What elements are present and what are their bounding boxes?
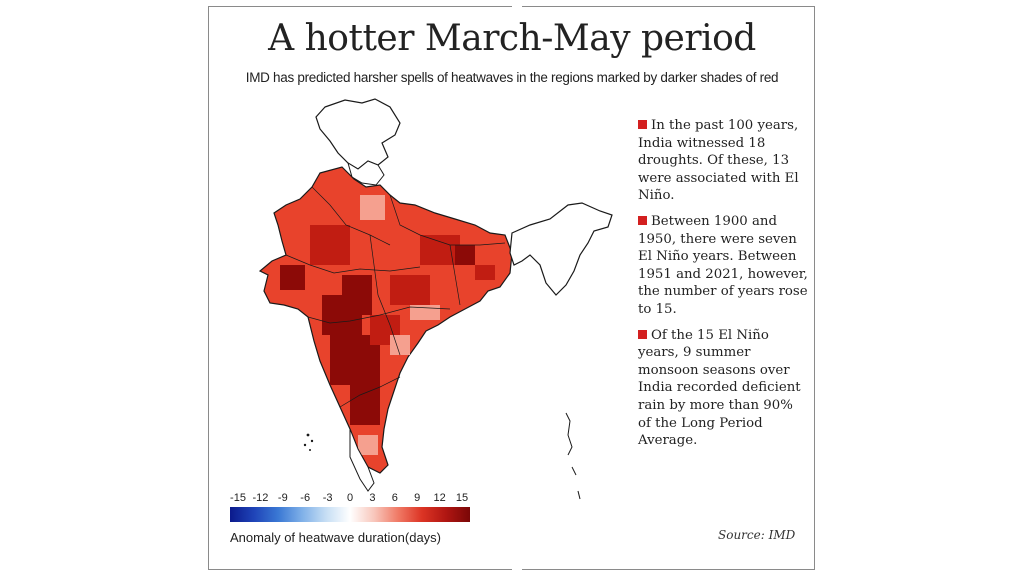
map-north-region xyxy=(315,98,401,170)
legend-ticks: -15 -12 -9 -6 -3 0 3 6 9 12 15 xyxy=(228,492,473,506)
note-text: Of the 15 El Niño years, 9 summer monsoo… xyxy=(638,327,801,449)
color-legend: -15 -12 -9 -6 -3 0 3 6 9 12 15 Anomaly of heatwave… xyxy=(228,492,473,548)
legend-tick-label: 6 xyxy=(391,492,398,504)
note-item: In the past 100 years, India witnessed 1… xyxy=(638,117,808,205)
red-bullet-icon xyxy=(638,215,647,225)
red-bullet-icon xyxy=(638,120,647,129)
state-boundaries xyxy=(285,186,506,408)
note-item: Of the 15 El Niño years, 9 summer monsoo… xyxy=(638,327,808,450)
page-subtitle: IMD has predicted harsher spells of heat… xyxy=(245,70,779,85)
legend-label: Anomaly of heatwave duration(days) xyxy=(230,530,442,545)
andaman-nicobar-islands xyxy=(565,412,581,500)
lakshadweep-islands xyxy=(303,433,314,451)
legend-tick-label: 9 xyxy=(414,492,421,504)
page-title: A hotter March-May period xyxy=(268,18,756,59)
panel-gap xyxy=(512,6,522,570)
legend-tick-label: -9 xyxy=(277,492,288,504)
legend-colorbar xyxy=(230,507,470,522)
map-himachal-region xyxy=(347,160,385,186)
map-south-tip xyxy=(349,428,375,492)
legend-tick-label: -12 xyxy=(252,492,269,504)
legend-tick-label: -15 xyxy=(230,492,246,504)
legend-tick-label: -3 xyxy=(322,492,333,504)
map-northeast-region xyxy=(509,202,613,296)
source-credit: Source: IMD xyxy=(718,528,796,542)
legend-tick-label: 3 xyxy=(369,492,376,504)
india-heatwave-map xyxy=(258,98,613,500)
legend-tick-label: 0 xyxy=(346,492,354,504)
legend-tick-label: 15 xyxy=(455,492,469,504)
legend-tick-label: 12 xyxy=(433,492,446,504)
notes-panel: In the past 100 years, India witnessed 1… xyxy=(638,117,808,458)
heat-cells xyxy=(280,195,495,455)
note-text: In the past 100 years, India witnessed 1… xyxy=(638,118,799,204)
red-bullet-icon xyxy=(638,329,647,339)
note-item: Between 1900 and 1950, there were seven … xyxy=(638,213,808,319)
legend-tick-label: -6 xyxy=(300,492,311,504)
note-text: Between 1900 and 1950, there were seven … xyxy=(638,213,808,317)
